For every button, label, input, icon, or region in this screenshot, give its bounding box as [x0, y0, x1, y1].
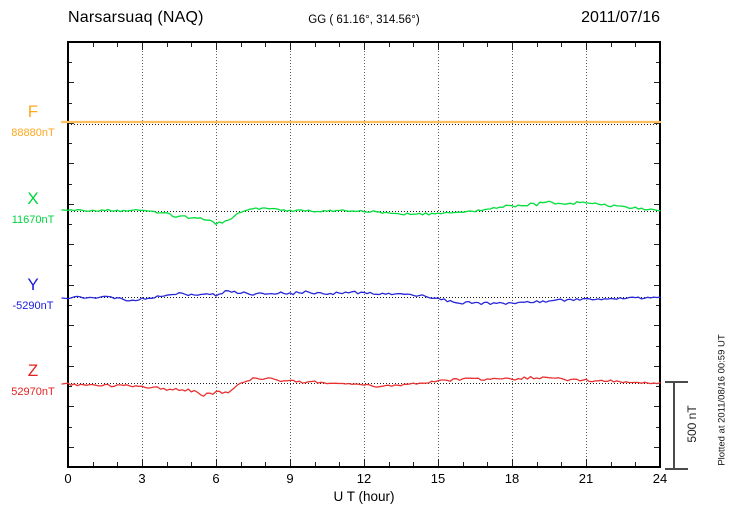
x-tick-label-0: 0 [64, 471, 72, 486]
channel-label-X: X [27, 189, 39, 208]
station-title: Narsarsuaq (NAQ) [68, 9, 204, 26]
traces [60, 120, 662, 397]
trace-Z [61, 375, 661, 397]
x-tick-label-12: 12 [356, 471, 372, 486]
channel-value-X: 11670nT [11, 214, 55, 226]
x-tick-label-24: 24 [652, 471, 668, 486]
x-tick-label-18: 18 [504, 471, 520, 486]
channel-value-Y: -5290nT [12, 300, 54, 312]
channel-label-Y: Y [27, 275, 39, 294]
x-axis-title: U T (hour) [333, 489, 395, 504]
channel-label-Z: Z [27, 361, 39, 380]
trace-Y [61, 290, 661, 306]
axes-and-grid [67, 41, 661, 468]
x-tick-label-9: 9 [286, 471, 294, 486]
scalebar [665, 381, 688, 470]
channel-label-F: F [27, 102, 39, 121]
x-tick-label-6: 6 [212, 471, 220, 486]
plot-date: 2011/07/16 [581, 9, 660, 26]
plot-frame [67, 41, 661, 468]
plotted-timestamp-note: Plotted at 2011/08/16 00:59 UT [716, 334, 728, 466]
x-tick-label-3: 3 [138, 471, 146, 486]
trace-X [61, 200, 661, 226]
x-tick-label-15: 15 [430, 471, 446, 486]
scalebar-label: 500 nT [685, 405, 699, 443]
station-coordinates: GG ( 61.16°, 314.56°) [308, 14, 420, 26]
x-tick-label-21: 21 [578, 471, 594, 486]
channel-value-Z: 52970nT [11, 386, 55, 398]
channel-value-F: 88880nT [11, 127, 55, 139]
